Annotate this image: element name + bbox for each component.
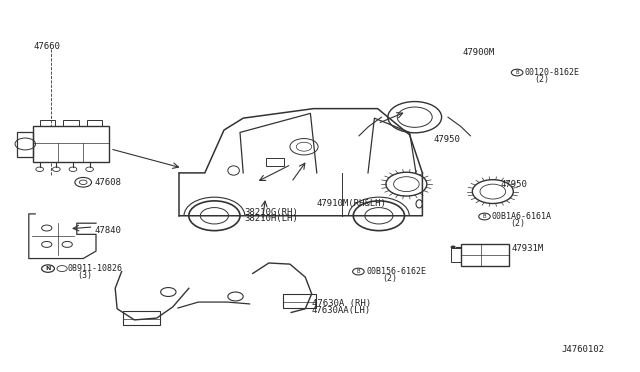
Text: 47931M: 47931M [512, 244, 544, 253]
Text: B: B [483, 214, 486, 219]
Text: 38210H(LH): 38210H(LH) [244, 214, 298, 223]
Text: B: B [515, 70, 519, 75]
Text: 47900M: 47900M [462, 48, 494, 57]
Text: 47950: 47950 [500, 180, 527, 189]
Text: 47840: 47840 [95, 226, 122, 235]
Circle shape [451, 246, 456, 248]
Text: (2): (2) [511, 219, 525, 228]
Text: 47660: 47660 [33, 42, 60, 51]
Text: N: N [45, 266, 51, 271]
Text: 00B156-6162E: 00B156-6162E [366, 267, 426, 276]
Text: 38210G(RH): 38210G(RH) [244, 208, 298, 217]
Bar [461, 244, 509, 266]
Text: 00B1A6-6161A: 00B1A6-6161A [492, 212, 552, 221]
Bar [40, 120, 55, 126]
Bar [451, 248, 461, 262]
Text: (2): (2) [382, 274, 397, 283]
Text: 47910M(RH&LH): 47910M(RH&LH) [317, 199, 387, 208]
Bar [33, 126, 109, 162]
Text: 47950: 47950 [434, 135, 461, 144]
Bar [87, 120, 102, 126]
Text: B: B [356, 269, 360, 274]
Text: 47630A (RH): 47630A (RH) [312, 299, 371, 308]
Bar [266, 158, 284, 166]
Text: (3): (3) [77, 271, 92, 280]
Text: 47630AA(LH): 47630AA(LH) [312, 306, 371, 315]
Bar [17, 132, 33, 157]
Bar [283, 294, 316, 308]
Text: 00120-8162E: 00120-8162E [525, 68, 580, 77]
Bar [123, 311, 160, 325]
Text: 08911-10826: 08911-10826 [67, 264, 122, 273]
Text: J4760102: J4760102 [562, 345, 605, 354]
Bar [63, 120, 79, 126]
Text: (2): (2) [534, 75, 549, 84]
Text: 47608: 47608 [94, 178, 121, 187]
